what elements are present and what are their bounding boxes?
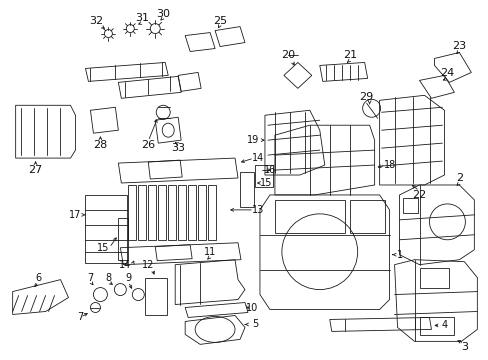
Bar [254,165,272,187]
Bar [349,200,384,233]
Text: 7: 7 [77,312,83,323]
Text: 3: 3 [460,342,467,352]
Text: 11: 11 [203,247,216,257]
Bar [240,172,253,207]
Text: 16: 16 [263,165,276,175]
Text: 15: 15 [97,243,109,253]
Bar [274,200,344,233]
Text: 29: 29 [359,92,373,102]
Text: 24: 24 [439,68,454,78]
Text: 5: 5 [251,319,258,329]
Text: 22: 22 [411,190,426,200]
Bar [419,268,448,288]
Text: 28: 28 [93,140,107,150]
Text: 1: 1 [396,250,402,260]
Text: 23: 23 [451,41,466,50]
Text: 13: 13 [251,205,264,215]
Text: 21: 21 [342,50,356,60]
Text: 2: 2 [455,173,462,183]
Bar [145,278,167,315]
Bar [402,198,417,213]
Text: 15: 15 [259,178,271,188]
Text: 12: 12 [142,260,154,270]
Text: 7: 7 [87,273,93,283]
Text: 33: 33 [171,143,185,153]
Text: 14: 14 [251,153,264,163]
Text: 27: 27 [28,165,42,175]
Bar [419,318,453,336]
Text: 18: 18 [383,160,395,170]
Text: 10: 10 [245,302,258,312]
Text: 30: 30 [156,9,170,19]
Text: 14: 14 [119,260,131,270]
Text: 20: 20 [280,50,294,60]
Text: 8: 8 [105,273,111,283]
Text: 26: 26 [141,140,155,150]
Text: 32: 32 [89,15,103,26]
Text: 19: 19 [246,135,259,145]
Text: 6: 6 [36,273,41,283]
Text: 25: 25 [213,15,226,26]
Text: 31: 31 [135,13,149,23]
Text: 9: 9 [125,273,131,283]
Text: 4: 4 [441,320,447,330]
Bar [118,218,128,260]
Bar [85,195,127,263]
Text: 17: 17 [69,210,81,220]
